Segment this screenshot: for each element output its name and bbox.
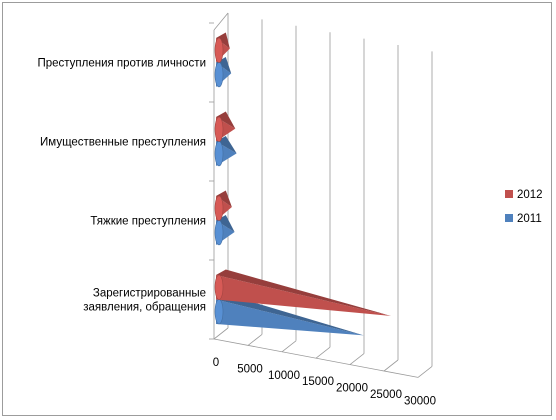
gridline (417, 366, 433, 378)
x-tick-label: 30000 (404, 395, 436, 407)
cone-top-2012-2 (216, 111, 236, 129)
cone-base-2011-1 (214, 220, 224, 246)
cone-top-2012-3 (216, 32, 230, 49)
category-label: Преступления против личности (37, 58, 206, 70)
legend-swatch-2011 (505, 214, 513, 222)
gridline (383, 359, 399, 372)
gridline (247, 334, 263, 346)
cone-base-2011-2 (214, 141, 224, 167)
category-label: Зарегистрированные (93, 288, 206, 300)
chart-canvas: Зарегистрированные заявления, обращения Тя… (37, 12, 543, 407)
legend-swatch-2012 (505, 190, 513, 198)
x-tick-label: 10000 (268, 370, 300, 382)
gridline (315, 346, 331, 359)
legend-label-2012: 2012 (517, 189, 543, 201)
x-tick-label: 25000 (370, 389, 402, 401)
gridline (213, 12, 229, 31)
category-label: заявления, обращения (83, 302, 206, 314)
category-label: Имущественные преступления (40, 137, 206, 149)
cone-base-2012-3 (214, 37, 224, 63)
cone-base-2012-1 (214, 195, 224, 221)
cone-base-2012-0 (214, 274, 224, 300)
x-tick-label: 5000 (237, 363, 263, 375)
cone-base-2011-0 (214, 299, 224, 325)
category-label: Тяжкие преступления (90, 216, 206, 228)
cone-top-2012-1 (216, 190, 232, 208)
cone-2012-0 (216, 275, 391, 316)
x-tick-label: 20000 (336, 383, 368, 395)
cone-base-2011-3 (214, 62, 224, 88)
chart-frame: Зарегистрированные заявления, обращения Тя… (2, 2, 552, 416)
cone-top-2012-0 (216, 269, 391, 316)
gridline (349, 353, 365, 365)
x-tick-label: 0 (213, 357, 219, 369)
cone-top-2011-2 (216, 136, 237, 154)
gridline (213, 327, 229, 340)
cone-top-2011-0 (216, 294, 364, 336)
gridline (281, 340, 297, 353)
legend-label-2011: 2011 (517, 213, 542, 225)
cone-base-2012-2 (214, 116, 224, 142)
value-axis-line (213, 338, 419, 378)
x-tick-label: 15000 (302, 376, 334, 388)
